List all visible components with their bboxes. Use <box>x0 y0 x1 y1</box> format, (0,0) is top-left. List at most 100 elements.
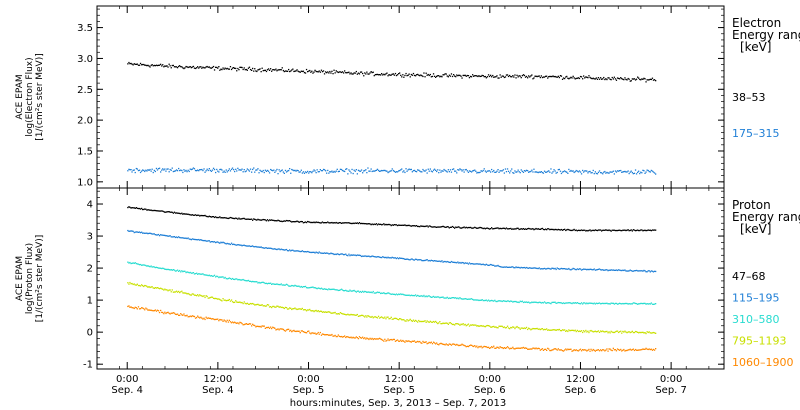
data-point <box>133 63 135 65</box>
data-point <box>168 289 170 291</box>
data-point <box>488 75 491 78</box>
data-point <box>561 302 564 305</box>
data-point <box>163 267 165 270</box>
data-point <box>364 169 366 172</box>
data-point <box>158 235 161 237</box>
data-point <box>586 302 588 304</box>
data-point <box>292 221 294 223</box>
data-point <box>593 330 595 333</box>
data-point <box>532 267 534 269</box>
data-point <box>555 268 557 271</box>
data-point <box>300 308 302 310</box>
data-point <box>319 252 321 254</box>
data-point <box>614 302 617 305</box>
data-point <box>373 292 375 294</box>
data-point <box>651 77 654 79</box>
data-point <box>245 303 247 305</box>
data-point <box>161 288 163 290</box>
data-point <box>146 65 148 67</box>
data-point <box>314 170 316 172</box>
data-point <box>352 222 354 224</box>
data-point <box>198 316 200 318</box>
data-point <box>522 346 525 349</box>
data-point <box>146 170 148 172</box>
data-point <box>430 259 432 261</box>
data-point <box>520 266 522 269</box>
data-point <box>606 78 608 81</box>
data-point <box>258 281 260 284</box>
data-point <box>290 285 292 287</box>
data-point <box>154 309 156 311</box>
data-point <box>541 76 544 79</box>
data-point <box>542 349 545 351</box>
data-point <box>505 227 508 229</box>
data-point <box>425 72 427 74</box>
data-point <box>221 300 223 302</box>
data-point <box>173 291 176 293</box>
data-point <box>474 324 476 326</box>
data-point <box>152 233 154 235</box>
data-point <box>555 228 557 231</box>
data-point <box>418 341 420 343</box>
data-point <box>128 230 130 232</box>
data-point <box>574 229 576 232</box>
data-point <box>601 172 603 174</box>
data-point <box>365 291 367 293</box>
data-point <box>481 170 483 173</box>
x-tick-time: 0:00 <box>660 374 682 385</box>
data-point <box>451 297 454 299</box>
data-point <box>170 211 172 213</box>
data-point <box>175 169 178 171</box>
data-point <box>193 315 196 318</box>
data-point <box>435 76 437 78</box>
data-point <box>359 222 362 225</box>
data-point <box>574 268 576 271</box>
data-point <box>208 297 210 299</box>
data-point <box>616 303 619 305</box>
data-point <box>281 169 283 171</box>
data-point <box>505 266 508 268</box>
data-point <box>414 225 417 227</box>
data-point <box>467 345 470 348</box>
data-point <box>341 253 344 255</box>
data-point <box>219 216 221 218</box>
data-point <box>212 297 215 299</box>
data-point <box>587 268 589 270</box>
data-point <box>593 302 595 304</box>
data-point <box>128 168 130 170</box>
data-point <box>568 267 570 270</box>
data-point <box>414 294 417 296</box>
data-point <box>388 223 390 226</box>
data-point <box>436 342 438 344</box>
data-point <box>619 170 621 172</box>
data-point <box>209 169 211 172</box>
data-point <box>237 322 239 324</box>
data-point <box>265 70 268 73</box>
data-point <box>536 348 538 350</box>
data-point <box>594 171 596 173</box>
data-point <box>447 344 449 346</box>
data-point <box>641 229 643 231</box>
data-point <box>173 66 176 68</box>
data-point <box>145 264 147 267</box>
data-point <box>498 171 500 173</box>
data-point <box>316 71 318 73</box>
data-point <box>337 71 339 74</box>
data-point <box>410 319 412 322</box>
data-point <box>389 170 391 172</box>
data-point <box>588 331 590 334</box>
data-point <box>373 316 375 318</box>
data-point <box>204 171 206 173</box>
data-point <box>234 278 236 281</box>
data-point <box>592 331 594 333</box>
data-point <box>597 77 600 79</box>
data-point <box>134 207 136 209</box>
data-point <box>393 224 395 226</box>
data-point <box>175 212 178 214</box>
data-point <box>498 300 500 302</box>
data-point <box>262 218 264 221</box>
data-point <box>183 67 185 70</box>
data-point <box>624 77 626 79</box>
data-point <box>598 268 601 270</box>
